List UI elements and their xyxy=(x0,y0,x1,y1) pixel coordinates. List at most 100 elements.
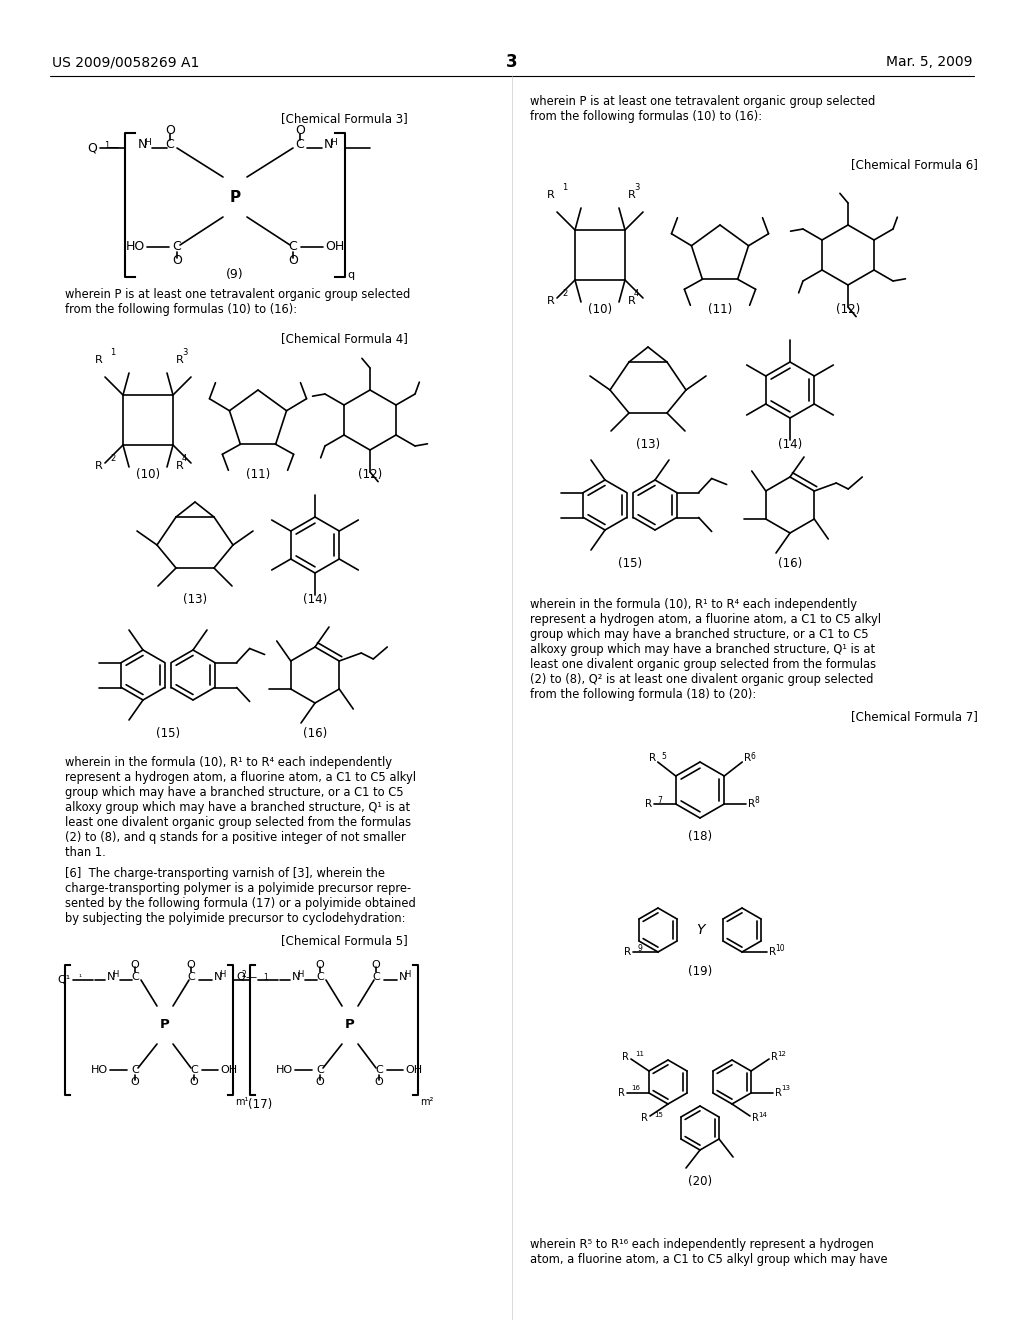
Text: 9: 9 xyxy=(637,944,642,953)
Text: C: C xyxy=(187,972,195,982)
Text: H: H xyxy=(404,970,411,979)
Text: [Chemical Formula 3]: [Chemical Formula 3] xyxy=(282,112,408,125)
Text: N: N xyxy=(214,972,222,982)
Text: 15: 15 xyxy=(654,1111,663,1118)
Text: least one divalent organic group selected from the formulas: least one divalent organic group selecte… xyxy=(530,657,877,671)
Text: H: H xyxy=(297,970,303,979)
Text: 8: 8 xyxy=(755,796,759,805)
Text: 10: 10 xyxy=(775,944,784,953)
Text: 14: 14 xyxy=(758,1111,767,1118)
Text: (20): (20) xyxy=(688,1175,712,1188)
Text: —: — xyxy=(106,141,119,154)
Text: C: C xyxy=(372,972,380,982)
Text: Y: Y xyxy=(695,923,705,937)
Text: (14): (14) xyxy=(303,593,327,606)
Text: (10): (10) xyxy=(588,304,612,315)
Text: sented by the following formula (17) or a polyimide obtained: sented by the following formula (17) or … xyxy=(65,898,416,909)
Text: O: O xyxy=(131,960,139,970)
Text: H: H xyxy=(144,139,151,147)
Text: (11): (11) xyxy=(246,469,270,480)
Text: R: R xyxy=(628,190,636,201)
Text: from the following formula (18) to (20):: from the following formula (18) to (20): xyxy=(530,688,757,701)
Text: R: R xyxy=(622,1052,629,1063)
Text: (13): (13) xyxy=(636,438,660,451)
Text: (14): (14) xyxy=(778,438,802,451)
Text: R: R xyxy=(547,190,555,201)
Text: O: O xyxy=(295,124,305,137)
Text: (15): (15) xyxy=(617,557,642,570)
Text: [Chemical Formula 5]: [Chemical Formula 5] xyxy=(282,935,408,946)
Text: wherein in the formula (10), R¹ to R⁴ each independently: wherein in the formula (10), R¹ to R⁴ ea… xyxy=(530,598,857,611)
Text: R: R xyxy=(641,1113,648,1123)
Text: N: N xyxy=(292,972,300,982)
Text: C: C xyxy=(131,972,139,982)
Text: from the following formulas (10) to (16):: from the following formulas (10) to (16)… xyxy=(65,304,297,315)
Text: C: C xyxy=(173,240,181,253)
Text: O: O xyxy=(189,1077,199,1086)
Text: O: O xyxy=(165,124,175,137)
Text: HO: HO xyxy=(91,1065,108,1074)
Text: O: O xyxy=(186,960,196,970)
Text: O: O xyxy=(315,1077,325,1086)
Text: N: N xyxy=(138,139,147,152)
Text: O: O xyxy=(288,255,298,268)
Text: alkoxy group which may have a branched structure, Q¹ is at: alkoxy group which may have a branched s… xyxy=(530,643,876,656)
Text: 16: 16 xyxy=(631,1085,640,1092)
Text: 7: 7 xyxy=(657,796,663,805)
Text: charge-transporting polymer is a polyimide precursor repre-: charge-transporting polymer is a polyimi… xyxy=(65,882,411,895)
Text: US 2009/0058269 A1: US 2009/0058269 A1 xyxy=(52,55,200,69)
Text: represent a hydrogen atom, a fluorine atom, a C1 to C5 alkyl: represent a hydrogen atom, a fluorine at… xyxy=(530,612,881,626)
Text: (2) to (8), and q stands for a positive integer of not smaller: (2) to (8), and q stands for a positive … xyxy=(65,832,406,843)
Text: from the following formulas (10) to (16):: from the following formulas (10) to (16)… xyxy=(530,110,762,123)
Text: wherein P is at least one tetravalent organic group selected: wherein P is at least one tetravalent or… xyxy=(65,288,411,301)
Text: ¹: ¹ xyxy=(78,973,81,982)
Text: HO: HO xyxy=(126,240,145,253)
Text: (19): (19) xyxy=(688,965,712,978)
Text: represent a hydrogen atom, a fluorine atom, a C1 to C5 alkyl: represent a hydrogen atom, a fluorine at… xyxy=(65,771,416,784)
Text: Mar. 5, 2009: Mar. 5, 2009 xyxy=(886,55,972,69)
Text: 2: 2 xyxy=(110,454,116,463)
Text: 11: 11 xyxy=(635,1051,644,1057)
Text: C: C xyxy=(316,1065,324,1074)
Text: (13): (13) xyxy=(183,593,207,606)
Text: C: C xyxy=(289,240,297,253)
Text: HO: HO xyxy=(275,1065,293,1074)
Text: 3: 3 xyxy=(506,53,518,71)
Text: N: N xyxy=(106,972,116,982)
Text: Q: Q xyxy=(87,141,97,154)
Text: 1: 1 xyxy=(263,973,267,982)
Text: N: N xyxy=(324,139,334,152)
Text: 6: 6 xyxy=(751,752,755,762)
Text: (18): (18) xyxy=(688,830,712,843)
Text: m²: m² xyxy=(420,1097,433,1107)
Text: R: R xyxy=(176,355,183,366)
Text: atom, a fluorine atom, a C1 to C5 alkyl group which may have: atom, a fluorine atom, a C1 to C5 alkyl … xyxy=(530,1253,888,1266)
Text: C: C xyxy=(131,1065,139,1074)
Text: R: R xyxy=(771,1052,778,1063)
Text: OH: OH xyxy=(220,1065,238,1074)
Text: (2) to (8), Q² is at least one divalent organic group selected: (2) to (8), Q² is at least one divalent … xyxy=(530,673,873,686)
Text: OH: OH xyxy=(325,240,344,253)
Text: R: R xyxy=(775,1088,782,1098)
Text: (10): (10) xyxy=(136,469,160,480)
Text: (12): (12) xyxy=(357,469,382,480)
Text: 3: 3 xyxy=(182,348,187,356)
Text: H: H xyxy=(219,970,225,979)
Text: R: R xyxy=(618,1088,625,1098)
Text: least one divalent organic group selected from the formulas: least one divalent organic group selecte… xyxy=(65,816,411,829)
Text: OH: OH xyxy=(406,1065,422,1074)
Text: 1: 1 xyxy=(104,141,110,150)
Text: wherein in the formula (10), R¹ to R⁴ each independently: wherein in the formula (10), R¹ to R⁴ ea… xyxy=(65,756,392,770)
Text: O: O xyxy=(372,960,380,970)
Text: m¹: m¹ xyxy=(234,1097,249,1107)
Text: R: R xyxy=(547,296,555,306)
Text: (16): (16) xyxy=(778,557,802,570)
Text: wherein P is at least one tetravalent organic group selected: wherein P is at least one tetravalent or… xyxy=(530,95,876,108)
Text: P: P xyxy=(229,190,241,205)
Text: C: C xyxy=(375,1065,383,1074)
Text: 1: 1 xyxy=(562,183,567,191)
Text: wherein R⁵ to R¹⁶ each independently represent a hydrogen: wherein R⁵ to R¹⁶ each independently rep… xyxy=(530,1238,873,1251)
Text: H: H xyxy=(330,139,337,147)
Text: 4: 4 xyxy=(182,454,187,463)
Text: [6]  The charge-transporting varnish of [3], wherein the: [6] The charge-transporting varnish of [… xyxy=(65,867,385,880)
